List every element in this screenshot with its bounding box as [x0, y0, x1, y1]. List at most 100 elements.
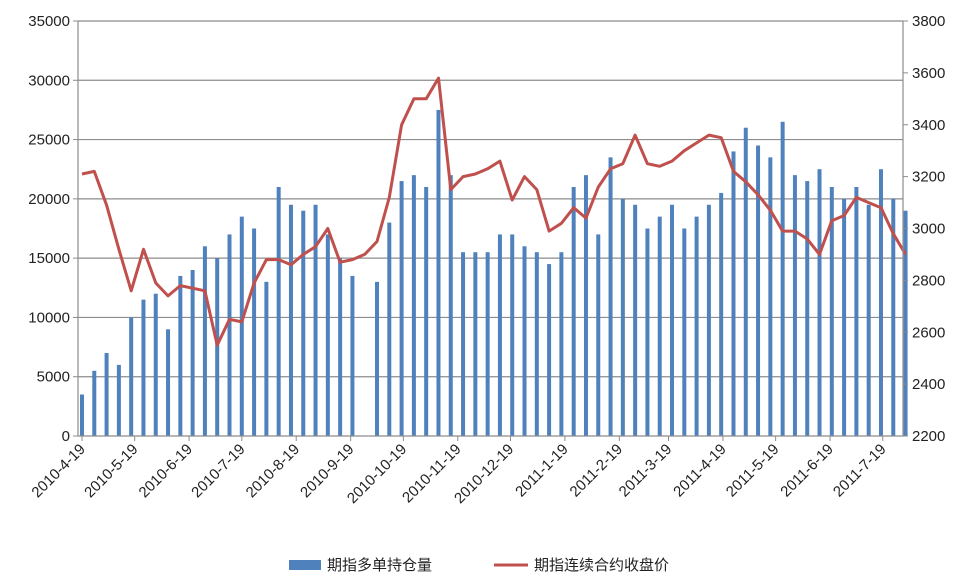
- bar: [903, 210, 908, 436]
- bar: [866, 204, 871, 436]
- bar: [80, 394, 84, 436]
- bar: [411, 175, 416, 436]
- x-tick-label: 2011-3-19: [616, 441, 676, 501]
- bar: [92, 370, 97, 436]
- bar: [706, 204, 711, 436]
- bar: [116, 364, 121, 436]
- x-tick-label: 2011-1-19: [512, 441, 572, 501]
- bar: [276, 187, 281, 436]
- bar: [399, 181, 404, 436]
- bar: [264, 281, 269, 436]
- right-tick-label: 3400: [912, 117, 945, 134]
- bar: [768, 157, 773, 436]
- bar: [682, 228, 687, 436]
- bar: [891, 198, 896, 436]
- bar: [829, 187, 834, 436]
- bar: [670, 204, 675, 436]
- right-tick-label: 3000: [912, 221, 945, 238]
- bar: [559, 252, 564, 436]
- bar: [252, 228, 257, 436]
- right-tick-label: 2400: [912, 376, 945, 393]
- bar: [129, 317, 134, 436]
- bar: [608, 157, 613, 436]
- left-tick-label: 10000: [28, 309, 70, 326]
- left-tick-label: 0: [62, 428, 70, 445]
- bar: [166, 329, 171, 436]
- bar: [325, 234, 330, 436]
- bar: [387, 222, 392, 436]
- bar: [719, 192, 724, 436]
- legend: 期指多单持仓量 期指连续合约收盘价: [289, 556, 669, 574]
- x-tick-label: 2010-4-19: [28, 441, 88, 501]
- x-tick-label: 2010-8-19: [243, 441, 303, 501]
- bar: [301, 210, 306, 436]
- x-tick-label: 2011-2-19: [567, 441, 627, 501]
- bar: [448, 175, 453, 436]
- bar: [190, 270, 195, 436]
- bar: [878, 169, 883, 436]
- x-tick-label: 2010-6-19: [136, 441, 196, 501]
- bar: [313, 204, 318, 436]
- x-tick-label: 2011-7-19: [830, 441, 890, 501]
- x-tick-label: 2011-6-19: [777, 441, 837, 501]
- bar: [547, 264, 552, 436]
- bar: [756, 145, 761, 436]
- bar: [596, 234, 601, 436]
- bar: [780, 121, 785, 437]
- bar: [178, 275, 183, 436]
- left-tick-label: 25000: [28, 132, 70, 149]
- bar: [153, 293, 158, 436]
- bar: [215, 258, 220, 436]
- bar: [645, 228, 650, 436]
- bar: [473, 252, 478, 436]
- bar: [227, 234, 232, 436]
- bar: [350, 275, 355, 436]
- bar: [522, 246, 527, 436]
- bar: [694, 216, 699, 436]
- x-tick-label: 2011-4-19: [670, 441, 730, 501]
- bar: [571, 187, 576, 436]
- right-tick-label: 2800: [912, 272, 945, 289]
- bar: [436, 109, 441, 436]
- bar: [141, 299, 146, 436]
- bar: [510, 234, 515, 436]
- x-tick-label: 2010-5-19: [81, 441, 141, 501]
- right-tick-label: 3200: [912, 169, 945, 186]
- bar: [424, 187, 429, 436]
- bar: [842, 198, 847, 436]
- left-tick-label: 20000: [28, 191, 70, 208]
- bar: [375, 281, 380, 436]
- left-tick-label: 30000: [28, 72, 70, 89]
- bar: [485, 252, 490, 436]
- left-tick-label: 15000: [28, 250, 70, 267]
- bar: [633, 204, 638, 436]
- legend-label-line: 期指连续合约收盘价: [534, 556, 669, 574]
- bar: [461, 252, 466, 436]
- right-tick-label: 2600: [912, 324, 945, 341]
- legend-label-bar: 期指多单持仓量: [327, 557, 432, 574]
- bar: [817, 169, 822, 436]
- bar: [792, 175, 797, 436]
- bar: [805, 181, 810, 436]
- bar: [657, 216, 662, 436]
- x-tick-label: 2011-5-19: [723, 441, 783, 501]
- bar: [620, 198, 625, 436]
- right-tick-label: 3600: [912, 65, 945, 82]
- left-tick-label: 5000: [37, 369, 70, 386]
- right-tick-label: 3800: [912, 13, 945, 30]
- bar: [288, 204, 293, 436]
- bar: [743, 127, 748, 436]
- bar: [534, 252, 539, 436]
- bar: [497, 234, 502, 436]
- bar: [583, 175, 588, 436]
- legend-swatch-bar: [289, 560, 321, 570]
- price-line: [81, 76, 907, 347]
- left-tick-label: 35000: [28, 13, 70, 30]
- x-tick-label: 2010-7-19: [188, 441, 248, 501]
- bar: [731, 151, 736, 436]
- right-tick-label: 2200: [912, 428, 945, 445]
- bar: [854, 187, 859, 436]
- bar: [239, 216, 244, 436]
- bar: [104, 353, 109, 436]
